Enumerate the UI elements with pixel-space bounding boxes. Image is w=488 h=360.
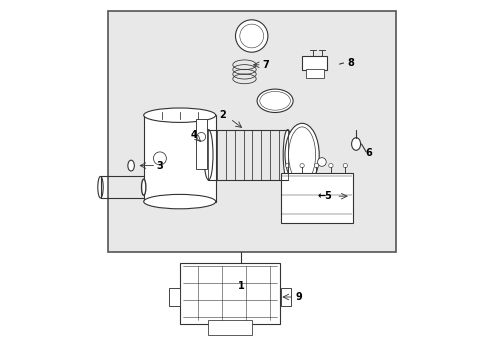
Ellipse shape (257, 89, 292, 113)
Circle shape (153, 152, 166, 165)
Circle shape (317, 158, 325, 166)
Ellipse shape (203, 130, 213, 180)
Text: 6: 6 (365, 148, 371, 158)
Circle shape (343, 163, 347, 168)
Circle shape (239, 24, 263, 48)
Text: 4: 4 (190, 130, 197, 140)
Circle shape (314, 163, 318, 168)
Ellipse shape (351, 138, 360, 150)
Text: 1: 1 (237, 281, 244, 291)
Text: 3: 3 (156, 161, 163, 171)
Bar (305, 69, 323, 78)
Bar (302, 56, 326, 70)
Bar (179, 263, 280, 324)
Bar (143, 115, 215, 202)
Ellipse shape (283, 130, 292, 180)
FancyBboxPatch shape (107, 11, 395, 252)
Text: 2: 2 (219, 110, 226, 120)
Bar (280, 288, 291, 306)
Circle shape (299, 163, 304, 168)
Ellipse shape (143, 108, 215, 122)
Bar (208, 320, 251, 335)
Circle shape (328, 163, 332, 168)
Ellipse shape (141, 179, 145, 195)
Circle shape (197, 132, 205, 141)
Ellipse shape (143, 194, 215, 209)
Circle shape (285, 163, 289, 168)
Bar (280, 173, 352, 223)
Text: 8: 8 (346, 58, 353, 68)
Ellipse shape (285, 123, 319, 186)
Circle shape (235, 20, 267, 52)
Text: 9: 9 (295, 292, 301, 302)
Ellipse shape (259, 91, 290, 110)
Text: ←5: ←5 (317, 191, 332, 201)
Ellipse shape (98, 176, 103, 198)
Text: 7: 7 (262, 60, 268, 70)
Bar (168, 288, 179, 306)
Bar (196, 119, 206, 169)
Ellipse shape (127, 160, 134, 171)
